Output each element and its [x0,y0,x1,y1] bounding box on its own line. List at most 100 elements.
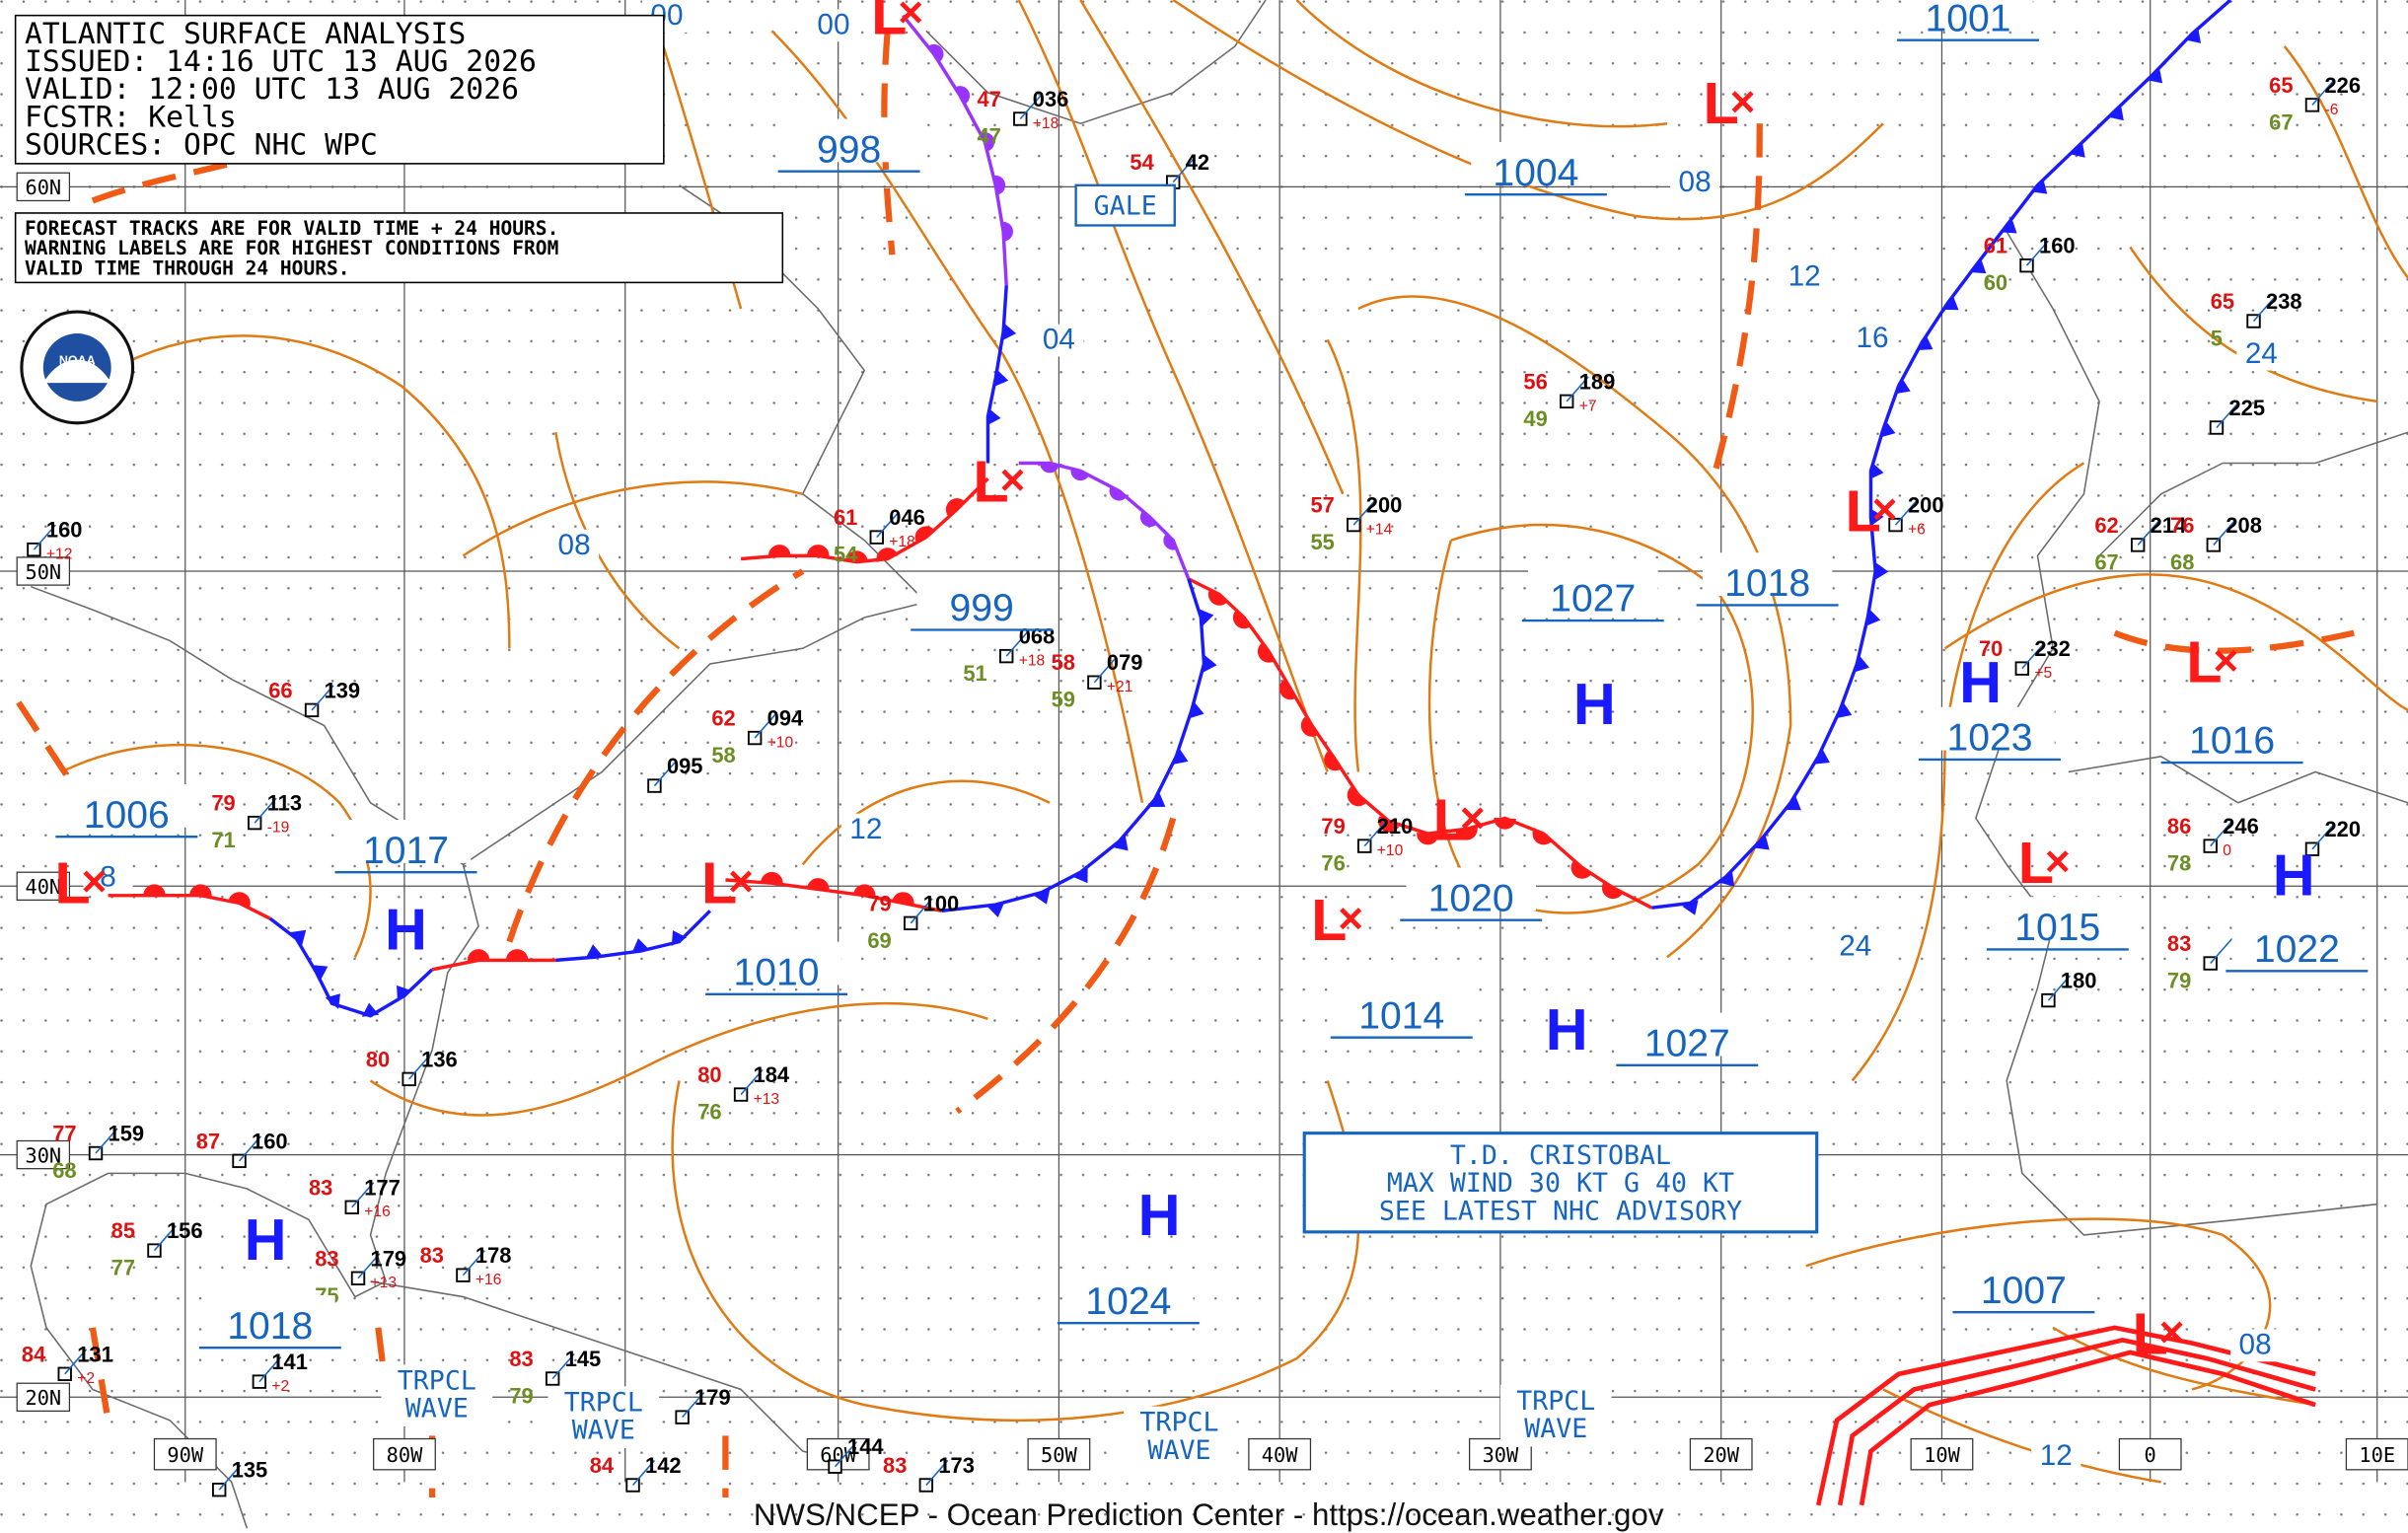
wind-barb [2252,295,2277,323]
isobar-label: 08 [558,529,591,561]
high-center: H [385,896,427,962]
station-dew: 76 [1321,851,1345,876]
longitude-box [1910,1437,1974,1471]
isobar-label-bg [1034,324,1084,357]
station-temp: 62 [2094,513,2118,538]
station-pressure: 141 [271,1350,308,1374]
tropical-wave-label: TRPCL [564,1387,643,1418]
footer: NWS/NCEP - Ocean Prediction Center - htt… [754,1497,1664,1532]
wind-barb [238,1135,262,1162]
station-temp: 62 [711,706,735,731]
longitude-box [1689,1437,1753,1471]
station-tendency: +13 [371,1275,398,1291]
longitude-box [1248,1437,1312,1471]
isobar-label-bg [2236,337,2287,371]
station-tendency: +5 [2034,665,2052,682]
wind-barb [2137,519,2160,546]
station-pressure: 135 [232,1458,268,1483]
longitude-label: 0 [2145,1443,2156,1467]
wind-barb [2213,519,2236,546]
station-pressure: 160 [46,518,83,543]
station-tendency: +10 [1377,842,1404,859]
low-cross [1731,91,1754,113]
low-center: L [1433,786,1469,852]
pressure-label: 998 [817,128,881,171]
tropical-wave-label: WAVE [405,1394,469,1424]
station-dew: 51 [963,661,986,686]
station-dew: 71 [211,828,235,852]
station-pressure: 095 [667,754,703,778]
pressure-label-bg [783,118,914,163]
station-pressure: 184 [754,1062,790,1087]
isobar-label: 04 [1043,324,1075,356]
low-center: L [54,849,90,915]
wind-barb [1894,499,1919,526]
pressure-label: 1017 [363,830,449,872]
station-tendency: +18 [1033,115,1059,132]
station-temp: 65 [2269,73,2293,98]
isobar-label-bg [808,9,858,42]
longitude-label: 20W [1703,1443,1739,1467]
station-pressure: 160 [252,1129,288,1153]
isobar-label-bg [1780,260,1830,294]
header-line: SOURCES: OPC NHC WPC [25,127,378,162]
wind-barb [1005,630,1029,657]
station-pressure: 200 [1908,493,1944,518]
station-temp: 86 [2167,814,2191,839]
wind-barb [2311,79,2335,106]
pressure-label-bg [1702,552,1833,597]
station-pressure: 068 [1019,624,1056,649]
pressure-label-bg [61,783,192,828]
wind-barb [1172,157,1196,183]
station-dew: 78 [2167,851,2191,876]
pressure-label-bg [1528,567,1658,612]
station-pressure: 159 [109,1122,145,1146]
station-pressure: 178 [475,1243,512,1268]
low-cross [1873,498,1896,521]
low-center: L [2133,1300,2168,1366]
station-tendency: +18 [1019,652,1046,669]
wind-barb [682,1392,705,1419]
station-temp: 87 [196,1129,220,1153]
logo-text: NOAA [59,353,96,367]
wind-barb [153,1225,177,1252]
notice-line: VALID TIME THROUGH 24 HOURS. [25,257,349,280]
station-temp: 80 [697,1062,721,1087]
longitude-label: 10W [1924,1443,1960,1467]
tropical-wave-bg [1124,1406,1235,1469]
tropical-wave-bg [381,1364,493,1427]
longitude-box [153,1437,217,1471]
isobar-label: 12 [849,813,882,845]
low-center: L [701,849,737,915]
station-tendency: -6 [2325,102,2339,118]
longitude-label: 40W [1262,1443,1298,1467]
wind-barb [631,1459,656,1487]
isobar-label-bg [2230,1329,2281,1362]
wind-barb [2210,821,2233,847]
pressure-label-bg [711,941,841,986]
station-pressure: 100 [923,891,960,915]
low-cross [730,870,753,893]
station-pressure: 173 [938,1453,975,1478]
wind-barb [2047,975,2071,1001]
low-center: L [2186,629,2222,695]
latitude-label: 30N [25,1143,61,1167]
station-temp: 83 [309,1175,332,1200]
station-pressure: 179 [694,1385,731,1410]
station-temp: 83 [883,1453,907,1478]
latitude-box [16,1382,71,1412]
wind-barb [754,712,777,739]
wind-barb [876,512,900,539]
station-tendency: -19 [267,820,290,837]
pressure-label: 1022 [2254,928,2340,971]
pressure-label-bg [916,577,1047,621]
advisory-line: T.D. CRISTOBAL [1450,1140,1671,1171]
pressure-label: 1027 [1550,578,1636,620]
longitude-label: 90W [167,1443,203,1467]
wind-barb [462,1250,485,1277]
longitude-label: 10E [2359,1443,2395,1467]
wind-barb [2311,824,2335,850]
low-cross [1340,908,1362,930]
isobar-label: 24 [1839,930,1871,963]
